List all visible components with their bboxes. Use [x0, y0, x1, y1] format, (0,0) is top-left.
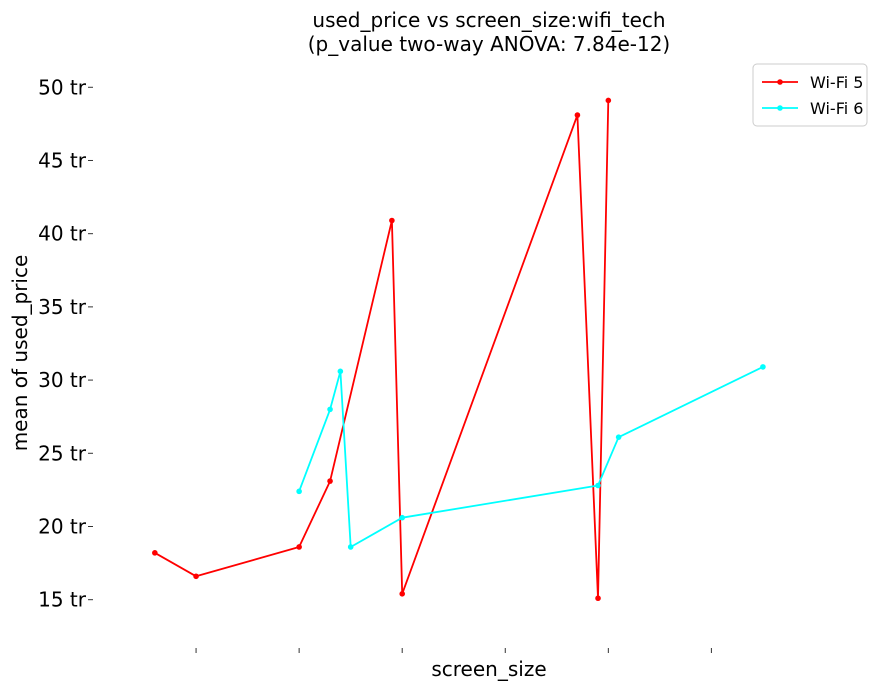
y-tick-label-4: 35 tr [38, 295, 87, 319]
y-tick-label-5: 40 tr [38, 222, 87, 246]
chart-title-line-2: (p_value two-way ANOVA: 7.84e-12) [308, 32, 670, 56]
y-tick-label-1: 20 tr [38, 514, 87, 538]
y-tick-label-0: 15 tr [38, 588, 87, 612]
y-tick-label-7: 50 tr [38, 75, 87, 99]
series-0 [152, 97, 612, 602]
data-point-1-4 [399, 514, 406, 521]
data-point-0-4 [389, 217, 395, 224]
data-point-0-0 [152, 550, 158, 556]
legend-label-0: Wi-Fi 5 [810, 73, 863, 92]
series-line-0 [154, 100, 610, 600]
legend-label-1: Wi-Fi 6 [810, 99, 863, 118]
y-axis: 15 tr 20 tr 25 tr 30 tr 35 tr 40 tr 45 tr 50 tr [38, 75, 93, 612]
x-axis [195, 648, 712, 653]
legend: Wi-Fi 5 Wi-Fi 6 [752, 63, 868, 127]
data-point-1-5 [595, 482, 601, 489]
legend-marker-0 [777, 79, 783, 85]
data-point-0-2 [296, 544, 302, 550]
y-tick-label-2: 25 tr [38, 441, 87, 465]
chart-title-line-1: used_price vs screen_size:wifi_tech [312, 8, 665, 32]
data-point-0-5 [399, 591, 406, 597]
data-point-1-7 [760, 364, 766, 370]
series-1 [296, 364, 766, 550]
data-point-0-8 [605, 97, 612, 104]
y-tick-label-6: 45 tr [38, 148, 87, 172]
y-tick-label-3: 30 tr [38, 368, 87, 392]
legend-frame [752, 63, 868, 127]
data-point-1-0 [296, 488, 302, 495]
data-point-0-1 [193, 573, 199, 580]
data-point-0-7 [595, 595, 601, 602]
data-point-1-6 [615, 434, 622, 440]
plot-area [152, 97, 766, 602]
series-line-1 [298, 366, 764, 548]
data-point-0-3 [327, 478, 333, 484]
x-axis-label: screen_size [431, 657, 546, 681]
data-point-1-3 [347, 544, 354, 550]
legend-marker-1 [777, 105, 783, 111]
data-point-1-2 [337, 368, 344, 375]
data-point-0-6 [574, 112, 581, 118]
data-point-1-1 [327, 406, 333, 413]
y-axis-label: mean of used_price [8, 255, 32, 452]
